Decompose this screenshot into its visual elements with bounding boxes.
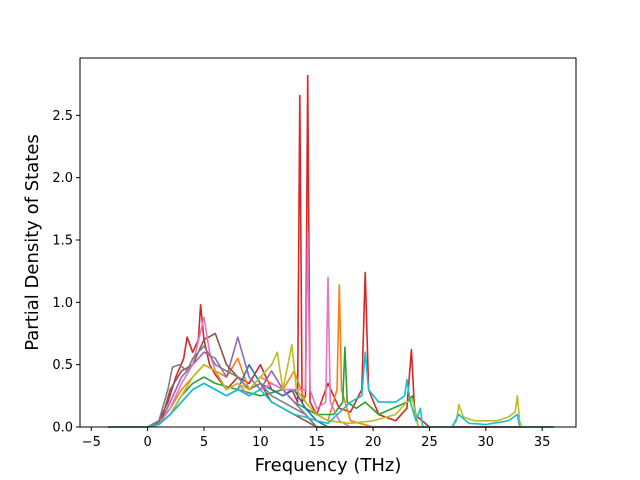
x-tick-label: 5 [200,435,208,450]
x-tick-label: −5 [82,435,101,450]
x-tick-label: 35 [534,435,551,450]
series-line-9 [108,343,554,428]
y-tick-label: 0.5 [52,358,73,373]
y-tick-label: 2.5 [52,109,73,124]
y-tick-label: 2.0 [52,171,73,186]
x-tick-label: 10 [252,435,269,450]
x-tick-label: 15 [308,435,325,450]
series-line-7 [108,230,554,428]
series-line-8 [108,345,554,428]
y-axis-label: Partial Density of States [22,134,43,351]
x-tick-label: 20 [365,435,382,450]
x-tick-label: 0 [143,435,151,450]
x-tick-label: 30 [478,435,495,450]
series-line-10 [108,351,554,428]
y-axis: 0.0 0.5 1.0 1.5 2.0 2.5 [52,109,80,436]
series-line-5 [108,336,554,428]
x-axis: −5 0 5 10 15 20 25 30 35 [82,427,551,450]
x-axis-label: Frequency (THz) [255,455,402,476]
y-tick-label: 1.5 [52,234,73,249]
series-line-3 [108,346,554,428]
plot-frame [79,57,577,428]
series-line-1 [108,74,554,428]
series-layer [108,74,554,428]
y-tick-label: 0.0 [52,421,73,436]
y-tick-label: 1.0 [52,296,73,311]
x-tick-label: 25 [421,435,438,450]
